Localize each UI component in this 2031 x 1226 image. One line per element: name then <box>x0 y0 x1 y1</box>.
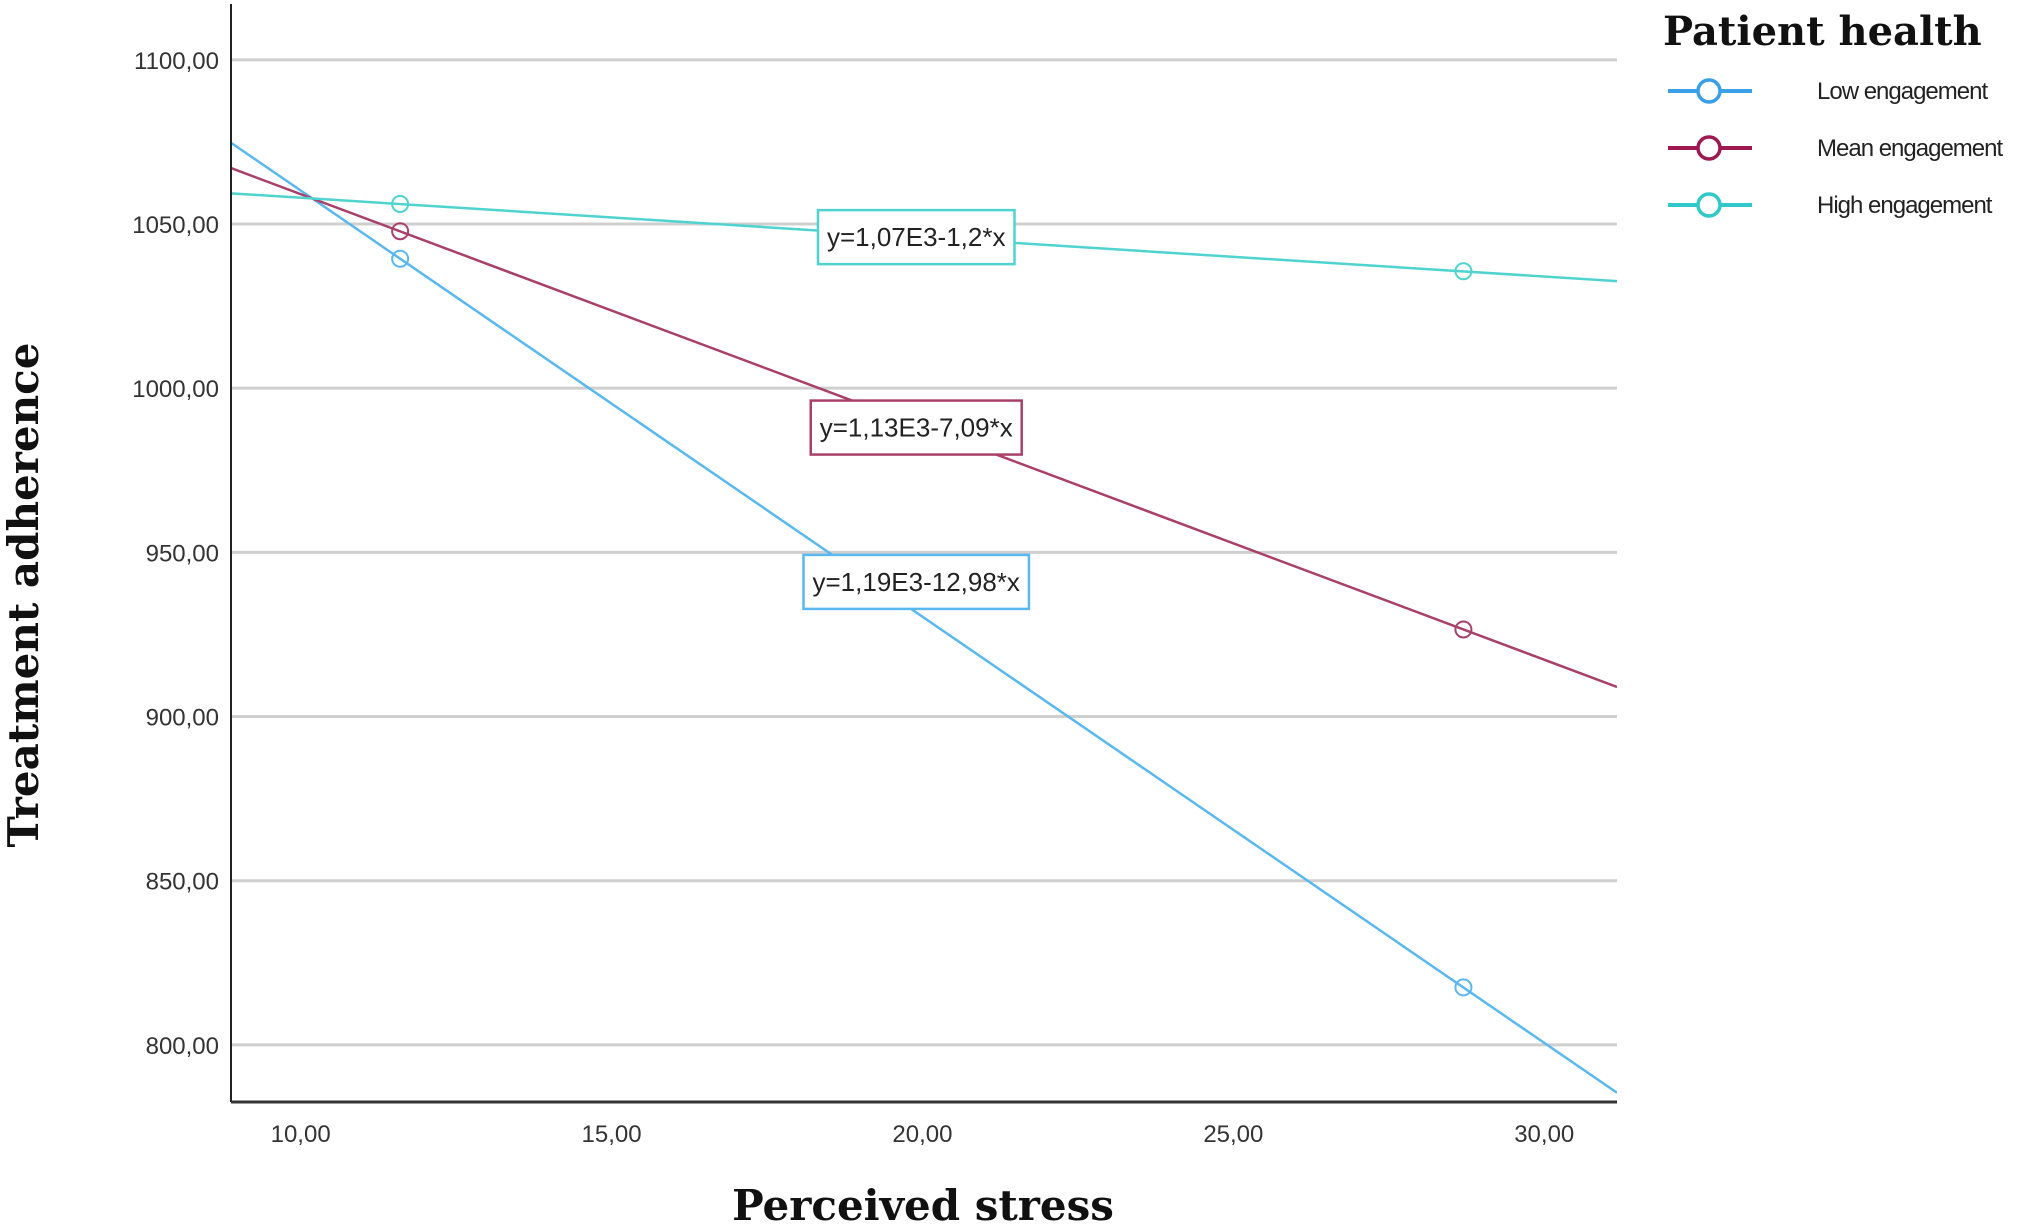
x-tick-label: 30,00 <box>1514 1121 1574 1148</box>
y-tick-label: 800,00 <box>146 1033 219 1060</box>
x-tick-label: 10,00 <box>271 1121 331 1148</box>
equation-label: y=1,13E3-7,09*x <box>820 413 1013 443</box>
x-tick-label: 25,00 <box>1203 1121 1263 1148</box>
x-tick-label: 20,00 <box>892 1121 952 1148</box>
data-point-marker <box>1454 978 1473 997</box>
y-tick-label: 1000,00 <box>132 376 219 403</box>
legend-label: High engagement <box>1817 192 1993 219</box>
x-axis-title: Perceived stress <box>732 1181 1114 1226</box>
data-point-marker <box>391 249 410 268</box>
equation-box <box>809 399 1023 456</box>
y-tick-label: 950,00 <box>146 540 219 567</box>
series-lines <box>231 141 1617 1094</box>
legend-label: Low engagement <box>1817 78 1988 105</box>
y-axis-title: Treatment adherence <box>0 343 48 848</box>
equation-label: y=1,19E3-12,98*x <box>813 567 1020 597</box>
legend-marker <box>1696 135 1722 161</box>
y-tick-label: 850,00 <box>146 869 219 896</box>
data-point-marker <box>1454 262 1473 281</box>
axes: 800,00 850,00 900,00 950,00 1000,00 1050,00 11… <box>132 4 1617 1148</box>
legend: Patient health Low engagement Mean engage… <box>1663 8 2004 219</box>
y-tick-label: 1050,00 <box>132 212 219 239</box>
legend-title: Patient health <box>1663 8 1982 55</box>
legend-marker <box>1696 192 1722 218</box>
data-point-marker <box>1454 620 1473 639</box>
series-line <box>231 141 1617 1094</box>
legend-marker <box>1696 78 1722 104</box>
data-point-marker <box>391 194 410 213</box>
data-point-marker <box>391 222 410 241</box>
equation-box <box>802 553 1031 611</box>
legend-label: Mean engagement <box>1817 135 2003 162</box>
equation-box <box>816 208 1016 266</box>
x-tick-label: 15,00 <box>582 1121 642 1148</box>
y-tick-label: 900,00 <box>146 705 219 732</box>
y-tick-label: 1100,00 <box>134 48 219 75</box>
equation-label: y=1,07E3-1,2*x <box>827 222 1006 252</box>
equation-labels: y=1,19E3-12,98*x y=1,13E3-7,09*x y=1,07E3-… <box>802 208 1031 611</box>
